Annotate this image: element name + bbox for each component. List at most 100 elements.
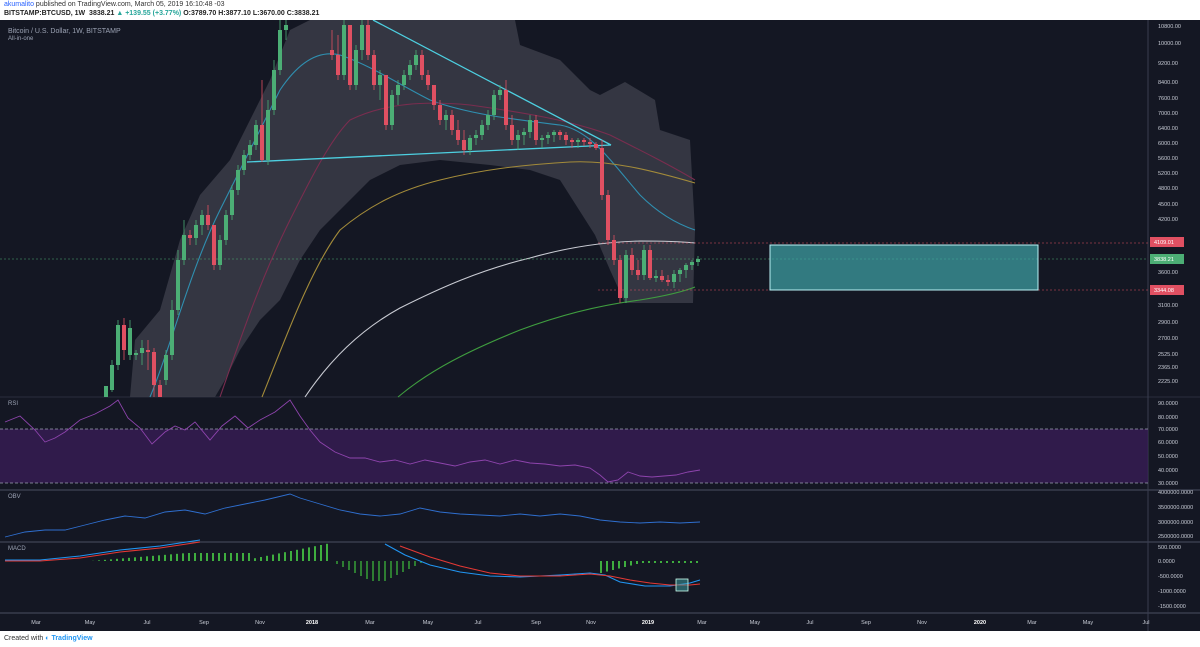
obv-label: OBV bbox=[8, 494, 21, 500]
tradingview-brand[interactable]: TradingView bbox=[51, 635, 93, 642]
published-text: published on TradingView.com, March 05, … bbox=[35, 1, 225, 8]
price-axis-label: 2365.00 bbox=[1158, 365, 1178, 371]
svg-text:3838.21: 3838.21 bbox=[1154, 257, 1174, 263]
time-axis-label: Nov bbox=[586, 620, 596, 626]
price-axis-label: 2900.00 bbox=[1158, 320, 1178, 326]
time-axis-label: Mar bbox=[365, 620, 375, 626]
last-price: 3838.21 bbox=[89, 10, 115, 17]
rsi-axis-label: 40.0000 bbox=[1158, 468, 1178, 474]
price-axis-label: 2525.00 bbox=[1158, 352, 1178, 358]
rsi-axis-label: 80.0000 bbox=[1158, 415, 1178, 421]
macd-axis-label: -500.0000 bbox=[1158, 574, 1183, 580]
price-axis-label: 10000.00 bbox=[1158, 41, 1181, 47]
svg-text:4109.01: 4109.01 bbox=[1154, 240, 1174, 246]
rsi-axis-label: 30.0000 bbox=[1158, 481, 1178, 487]
ma-white bbox=[304, 240, 696, 398]
macd-label: MACD bbox=[8, 546, 26, 552]
time-axis-label: Sep bbox=[531, 620, 541, 626]
time-axis-label: Jul bbox=[1142, 620, 1149, 626]
time-axis-label: May bbox=[750, 620, 761, 626]
time-axis-label: Mar bbox=[31, 620, 41, 626]
time-axis-label: Jul bbox=[143, 620, 150, 626]
rsi-band bbox=[0, 429, 1148, 483]
resistance-price-badge: 4109.01 bbox=[1150, 237, 1184, 247]
rsi-axis-label: 90.0000 bbox=[1158, 401, 1178, 407]
time-axis-label: Nov bbox=[917, 620, 927, 626]
svg-text:3344.08: 3344.08 bbox=[1154, 288, 1174, 294]
symbol-title: Bitcoin / U.S. Dollar, 1W, BITSTAMP bbox=[8, 28, 121, 35]
time-axis-label: May bbox=[1083, 620, 1094, 626]
price-axis-label: 10800.00 bbox=[1158, 24, 1181, 30]
macd-signal-line bbox=[5, 541, 701, 586]
ma-green bbox=[397, 286, 696, 398]
price-axis-label: 2700.00 bbox=[1158, 336, 1178, 342]
obv-line bbox=[4, 493, 701, 538]
rsi-axis-label: 60.0000 bbox=[1158, 440, 1178, 446]
time-axis-label: Mar bbox=[1027, 620, 1037, 626]
descending-trendline bbox=[372, 20, 612, 146]
obv-axis-label: 3500000.0000 bbox=[1158, 505, 1193, 511]
time-axis-label: May bbox=[423, 620, 434, 626]
up-arrow-icon: ▲ bbox=[116, 10, 124, 17]
target-zone-box[interactable] bbox=[769, 244, 1039, 291]
time-axis-label: Sep bbox=[861, 620, 871, 626]
price-axis-label: 2225.00 bbox=[1158, 379, 1178, 385]
obv-axis-label: 3000000.0000 bbox=[1158, 520, 1193, 526]
ohlc-values: O:3789.70 H:3877.10 L:3670.00 C:3838.21 bbox=[183, 10, 320, 17]
price-axis-label: 7600.00 bbox=[1158, 96, 1178, 102]
tradingview-logo-icon[interactable]: ◐ bbox=[45, 635, 50, 642]
last-price-badge: 3838.21 bbox=[1150, 254, 1184, 264]
macd-axis-label: -1500.0000 bbox=[1158, 604, 1186, 610]
obv-axis-label: 4000000.0000 bbox=[1158, 490, 1193, 496]
price-change: +139.55 (+3.77%) bbox=[125, 10, 182, 17]
price-axis-label: 7000.00 bbox=[1158, 111, 1178, 117]
chart-area[interactable]: 10800.00 10000.00 9200.00 8400.00 7600.00 700… bbox=[0, 20, 1200, 631]
created-with-text: Created with bbox=[4, 635, 44, 642]
price-axis-label: 6400.00 bbox=[1158, 126, 1178, 132]
cloud-band bbox=[130, 20, 695, 397]
author-link[interactable]: akumalito bbox=[4, 1, 34, 8]
price-axis-label: 3100.00 bbox=[1158, 303, 1178, 309]
price-axis-label: 5200.00 bbox=[1158, 171, 1178, 177]
ma-gold bbox=[261, 161, 696, 398]
time-axis-label: Jul bbox=[474, 620, 481, 626]
macd-axis-label: 500.0000 bbox=[1158, 545, 1181, 551]
publish-header: akumalito published on TradingView.com, … bbox=[0, 0, 1200, 20]
rsi-axis-label: 70.0000 bbox=[1158, 427, 1178, 433]
symbol-line: BITSTAMP:BTCUSD, 1W 3838.21 ▲ +139.55 (+… bbox=[4, 10, 319, 17]
time-axis-label: Jul bbox=[806, 620, 813, 626]
time-axis-label: 2020 bbox=[974, 620, 986, 626]
price-axis-label: 5600.00 bbox=[1158, 156, 1178, 162]
macd-histogram bbox=[92, 543, 698, 581]
macd-highlight-box[interactable] bbox=[675, 578, 689, 592]
price-axis-label: 8400.00 bbox=[1158, 80, 1178, 86]
time-axis-label: 2018 bbox=[306, 620, 318, 626]
macd-line bbox=[5, 539, 701, 587]
price-axis-label: 6000.00 bbox=[1158, 141, 1178, 147]
time-axis-label: Mar bbox=[697, 620, 707, 626]
ascending-trendline bbox=[246, 144, 612, 163]
time-axis-label: Nov bbox=[255, 620, 265, 626]
chart-canvas[interactable]: 10800.00 10000.00 9200.00 8400.00 7600.00 700… bbox=[0, 20, 1200, 631]
price-axis-label: 4500.00 bbox=[1158, 202, 1178, 208]
publish-line: akumalito published on TradingView.com, … bbox=[4, 1, 225, 8]
macd-axis-label: -1000.0000 bbox=[1158, 589, 1186, 595]
time-axis-label: May bbox=[85, 620, 96, 626]
price-axis-label: 3600.00 bbox=[1158, 270, 1178, 276]
macd-axis-label: 0.0000 bbox=[1158, 559, 1175, 565]
time-axis-label: Sep bbox=[199, 620, 209, 626]
candlestick-series bbox=[104, 20, 700, 397]
indicator-name: All-in-one bbox=[8, 36, 34, 42]
price-axis-label: 4800.00 bbox=[1158, 186, 1178, 192]
support-price-badge: 3344.08 bbox=[1150, 285, 1184, 295]
price-axis-label: 4200.00 bbox=[1158, 217, 1178, 223]
rsi-label: RSI bbox=[8, 401, 19, 407]
symbol-name: BITSTAMP:BTCUSD, 1W bbox=[4, 10, 86, 17]
rsi-axis-label: 50.0000 bbox=[1158, 454, 1178, 460]
obv-axis-label: 2500000.0000 bbox=[1158, 534, 1193, 540]
ma-maroon bbox=[219, 102, 696, 398]
time-axis-label: 2019 bbox=[642, 620, 654, 626]
price-axis-label: 9200.00 bbox=[1158, 61, 1178, 67]
footer: Created with ◐ TradingView bbox=[0, 631, 1200, 647]
rsi-line bbox=[4, 399, 701, 483]
